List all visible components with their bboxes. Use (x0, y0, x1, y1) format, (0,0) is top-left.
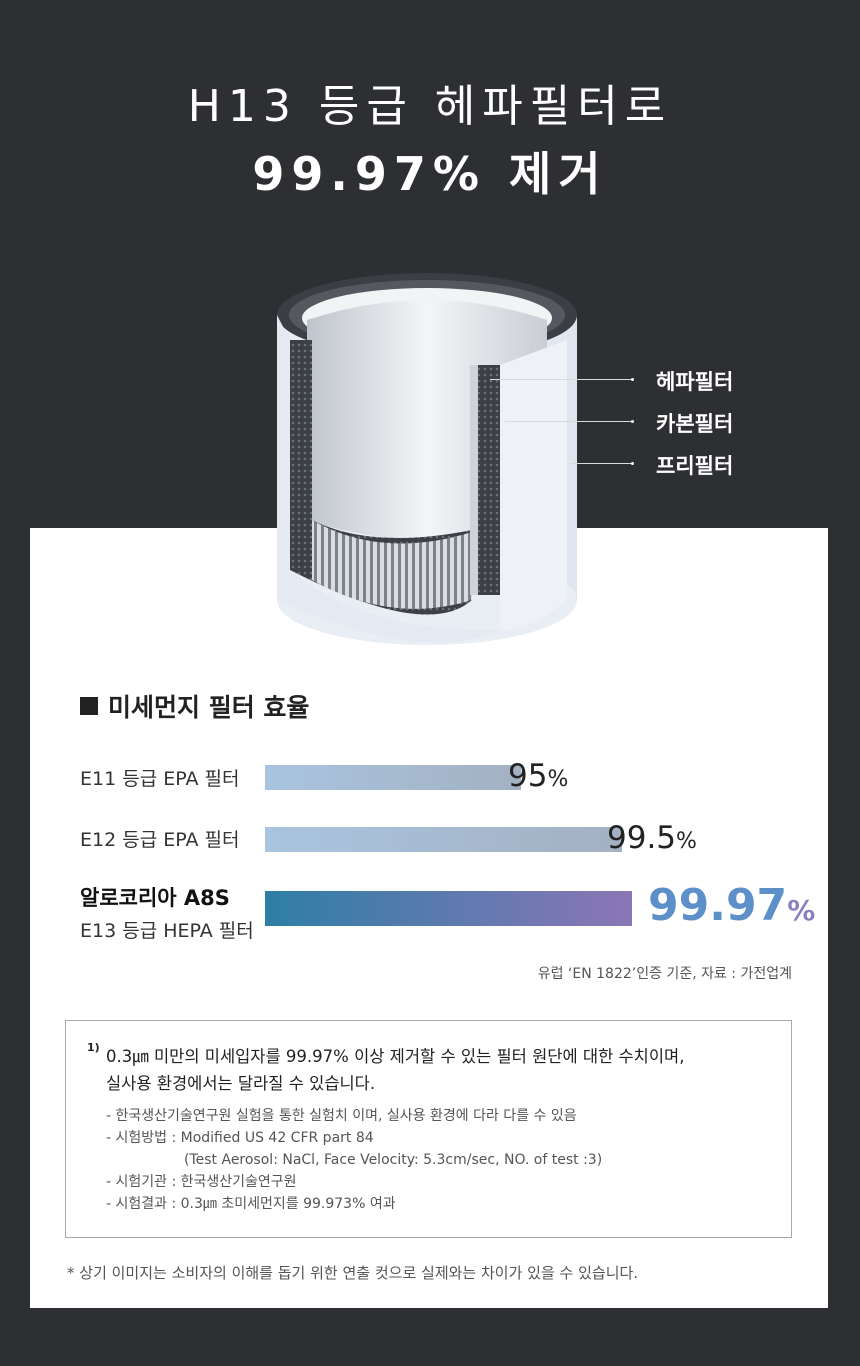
label-pre-filter: 프리필터 (656, 454, 734, 478)
bar-label-e11: E11 등급 EPA 필터 (80, 768, 240, 790)
value-unit: % (676, 829, 697, 854)
bar-e12 (265, 827, 622, 852)
hero-title-line1: H13 등급 헤파필터로 (187, 81, 673, 132)
value-number: 99.97 (648, 880, 788, 931)
section-title-text: 미세먼지 필터 효율 (108, 693, 310, 722)
filter-cutaway-illustration (272, 270, 582, 665)
value-number: 95 (508, 758, 548, 794)
callout-dot-hepa (631, 378, 634, 381)
footnote-item: - 시험방법 : Modified US 42 CFR part 84 (106, 1130, 374, 1146)
bar-value-e11: 95% (508, 758, 568, 794)
value-unit: % (547, 767, 569, 792)
value-unit: % (787, 894, 816, 927)
bar-value-e12: 99.5% (607, 820, 697, 856)
disclaimer: * 상기 이미지는 소비자의 이해를 돕기 위한 연출 컷으로 실제와는 차이가… (67, 1264, 639, 1282)
bar-label-e12: E12 등급 EPA 필터 (80, 829, 240, 851)
callout-dot-carbon (631, 420, 634, 423)
value-number: 99.5 (607, 820, 677, 856)
footnote-item: - 시험기관 : 한국생산기술연구원 (106, 1174, 297, 1190)
label-carbon-filter: 카본필터 (656, 412, 734, 436)
square-bullet-icon (80, 697, 98, 715)
footnote-main-line2: 실사용 환경에서는 달라질 수 있습니다. (106, 1074, 376, 1093)
footnote-item: - 한국생산기술연구원 실험을 통한 실험치 이며, 실사용 환경에 다라 다를… (106, 1108, 577, 1124)
source-note: 유럽 ‘EN 1822’인증 기준, 자료 : 가전업계 (537, 966, 792, 982)
footnote-item: - 시험결과 : 0.3㎛ 초미세먼지를 99.973% 여과 (106, 1196, 396, 1212)
bar-value-e13: 99.97% (648, 880, 815, 931)
section-title: 미세먼지 필터 효율 (80, 688, 309, 724)
label-hepa-filter: 헤파필터 (656, 370, 734, 394)
callout-line-hepa (490, 379, 632, 380)
footnote-item: (Test Aerosol: NaCl, Face Velocity: 5.3c… (184, 1152, 603, 1168)
bar-e11 (265, 765, 521, 790)
footnote-main-line1: 0.3㎛ 미만의 미세입자를 99.97% 이상 제거할 수 있는 필터 원단에… (106, 1047, 685, 1066)
bar-e13-highlight (265, 891, 632, 926)
callout-line-pre (570, 463, 632, 464)
bar-label-e13: E13 등급 HEPA 필터 (80, 920, 254, 942)
footnote-details: - 한국생산기술연구원 실험을 통한 실험치 이며, 실사용 환경에 다라 다를… (106, 1105, 602, 1215)
hero-title-line2: 99.97% 제거 (252, 147, 608, 201)
callout-line-carbon (505, 421, 632, 422)
callout-dot-pre (631, 462, 634, 465)
footnote-marker: 1) (87, 1041, 100, 1054)
footnote-main: 0.3㎛ 미만의 미세입자를 99.97% 이상 제거할 수 있는 필터 원단에… (106, 1043, 766, 1097)
bar-label-a8s-product: 알로코리아 A8S (80, 886, 230, 910)
footnote-box: 1) 0.3㎛ 미만의 미세입자를 99.97% 이상 제거할 수 있는 필터 … (65, 1020, 792, 1238)
